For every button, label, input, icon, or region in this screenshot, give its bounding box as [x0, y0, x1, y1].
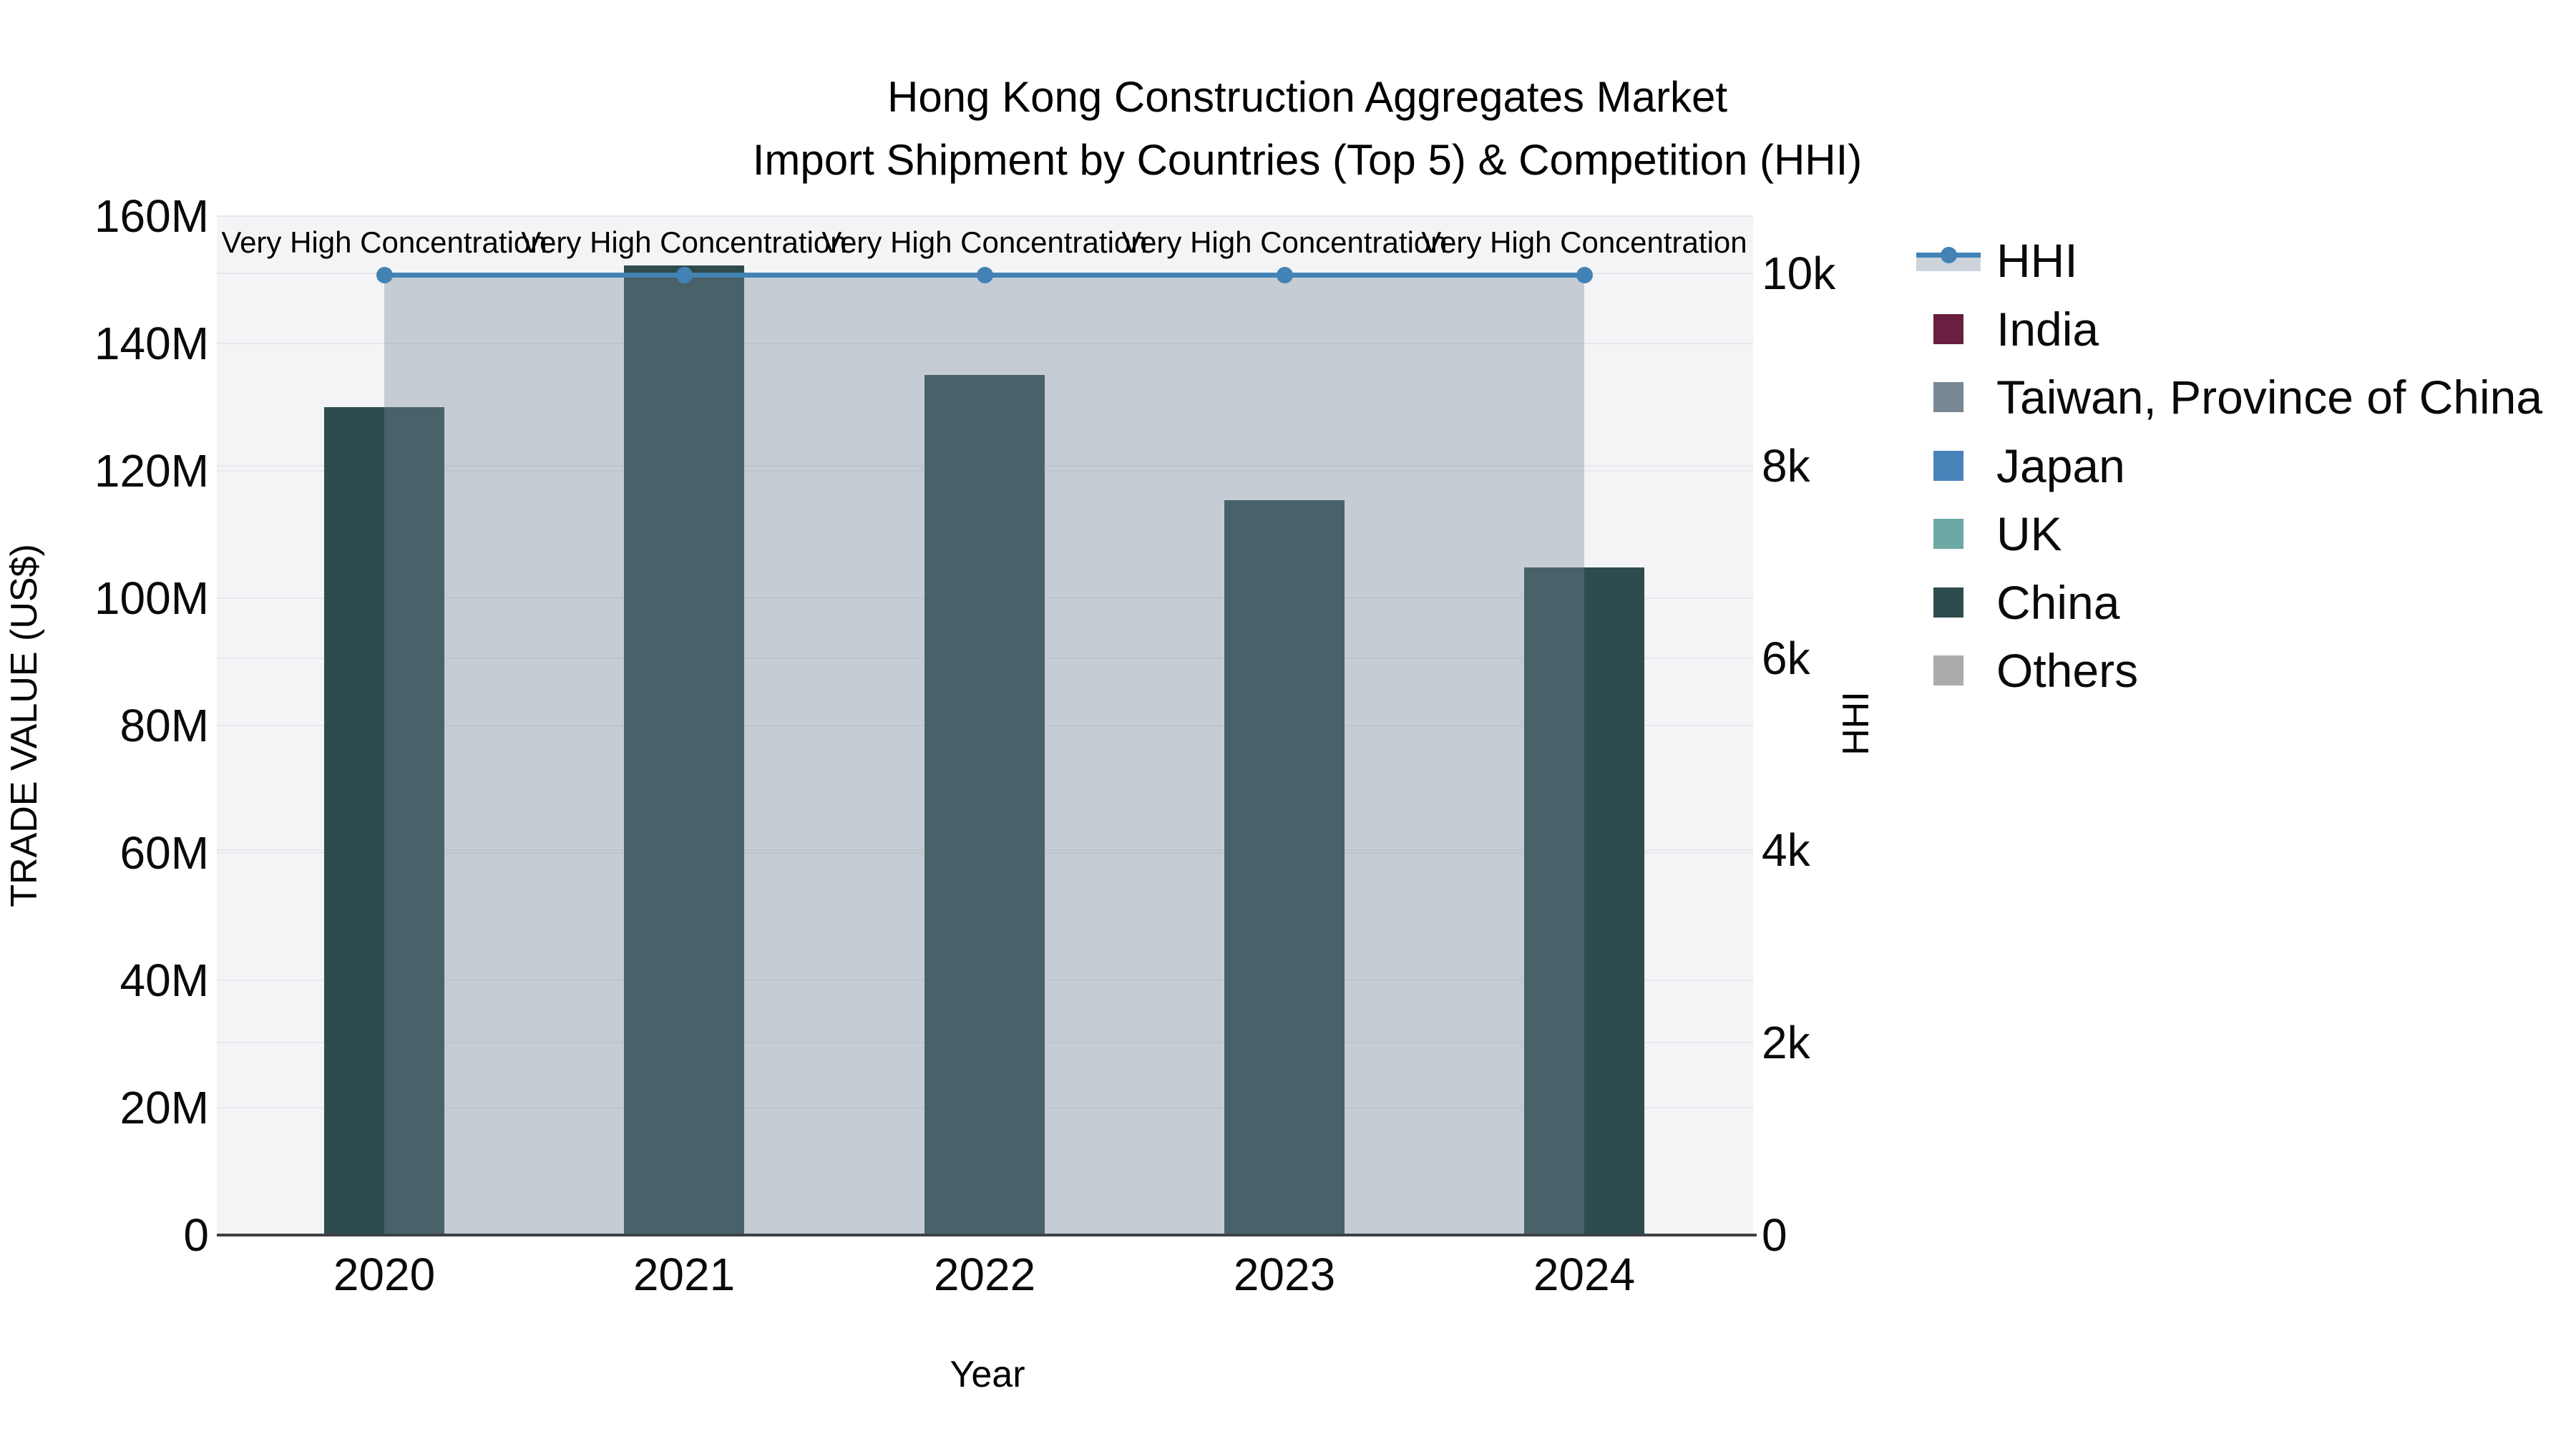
x-tick-label-2024[interactable]: 2024: [1533, 1249, 1636, 1300]
legend-swatch[interactable]: [1933, 587, 1963, 618]
y-left-tick-label[interactable]: 80M: [119, 700, 210, 751]
bar-china-2020[interactable]: [324, 407, 444, 1235]
hhi-marker-2020[interactable]: [376, 266, 393, 283]
legend-icon-wrap[interactable]: [1916, 637, 1996, 704]
bar-china-2021[interactable]: [624, 265, 744, 1235]
gridline-left[interactable]: [217, 343, 1753, 344]
plot-area: Very High Concentration Very High Concent…: [217, 215, 1753, 1235]
legend-swatch[interactable]: [1933, 382, 1963, 412]
annotation-very-high-concentration[interactable]: Very High Concentration: [1421, 225, 1747, 259]
legend-icon-wrap[interactable]: [1916, 569, 1996, 636]
y-left-tick-label[interactable]: 140M: [94, 318, 209, 369]
legend-swatch[interactable]: [1933, 655, 1963, 686]
legend-item-hhi[interactable]: HHI: [1916, 227, 2078, 294]
legend-label[interactable]: Taiwan, Province of China: [1996, 371, 2543, 424]
annotation-very-high-concentration[interactable]: Very High Concentration: [521, 225, 847, 259]
hhi-marker-icon[interactable]: [1941, 247, 1957, 263]
legend-icon-wrap[interactable]: [1916, 296, 1996, 363]
legend-icon-wrap[interactable]: [1916, 364, 1996, 431]
legend-label[interactable]: Japan: [1996, 439, 2125, 492]
legend-icon-wrap[interactable]: [1916, 432, 1996, 499]
legend-item-china[interactable]: China: [1916, 569, 2119, 636]
hhi-marker-2023[interactable]: [1276, 266, 1293, 283]
hhi-line-segment: [384, 272, 684, 278]
x-tick-label-2021[interactable]: 2021: [633, 1249, 736, 1300]
legend-item-india[interactable]: India: [1916, 296, 2099, 363]
chart-title-line2: Import Shipment by Countries (Top 5) & C…: [752, 136, 1863, 184]
x-axis-title: Year: [950, 1354, 1025, 1395]
bar-china-2024[interactable]: [1524, 567, 1644, 1235]
gridline-left[interactable]: [217, 215, 1753, 217]
legend-label[interactable]: HHI: [1996, 234, 2078, 287]
hhi-line-segment: [684, 272, 985, 278]
y-right-tick-label[interactable]: 0: [1762, 1209, 1787, 1261]
legend-icon-wrap[interactable]: [1916, 500, 1996, 567]
x-tick-label-2020[interactable]: 2020: [333, 1249, 436, 1300]
legend-label[interactable]: UK: [1996, 507, 2062, 560]
y-right-tick-label[interactable]: 4k: [1762, 824, 1810, 877]
hhi-line-segment: [985, 272, 1284, 278]
annotation-very-high-concentration[interactable]: Very High Concentration: [821, 225, 1148, 259]
hhi-line-segment: [1284, 272, 1584, 278]
hhi-marker-2021[interactable]: [675, 266, 693, 283]
y-left-tick-label[interactable]: 20M: [119, 1082, 210, 1133]
legend-item-japan[interactable]: Japan: [1916, 432, 2125, 499]
x-axis-line: [217, 1234, 1757, 1236]
hhi-area-fill[interactable]: [384, 275, 1584, 1235]
y-left-tick-label[interactable]: 0: [183, 1209, 209, 1261]
hhi-line-icon[interactable]: [1916, 227, 1996, 294]
legend-swatch[interactable]: [1933, 450, 1963, 481]
y-axis-right-title: HHI: [1835, 691, 1877, 756]
legend-label[interactable]: Others: [1996, 644, 2139, 697]
bar-china-2022[interactable]: [924, 374, 1045, 1235]
y-right-tick-label[interactable]: 10k: [1762, 248, 1836, 299]
hhi-marker-2024[interactable]: [1576, 266, 1593, 283]
x-tick-label-2023[interactable]: 2023: [1233, 1249, 1336, 1300]
annotation-very-high-concentration[interactable]: Very High Concentration: [221, 225, 547, 259]
y-right-tick-label[interactable]: 2k: [1762, 1017, 1810, 1069]
legend-swatch[interactable]: [1933, 313, 1963, 344]
legend-label[interactable]: China: [1996, 575, 2120, 629]
y-right-tick-label[interactable]: 8k: [1762, 439, 1810, 492]
legend-item-taiwan-province-of-china[interactable]: Taiwan, Province of China: [1916, 364, 2542, 431]
y-left-tick-label[interactable]: 100M: [94, 572, 209, 624]
chart-title-line1: Hong Kong Construction Aggregates Market: [887, 73, 1727, 121]
legend-label[interactable]: India: [1996, 302, 2099, 356]
legend-swatch[interactable]: [1933, 519, 1963, 549]
bar-china-2023[interactable]: [1224, 499, 1345, 1235]
hhi-marker-2022[interactable]: [976, 266, 993, 283]
chart-title: Hong Kong Construction Aggregates Market…: [234, 66, 2381, 192]
annotation-very-high-concentration[interactable]: Very High Concentration: [1121, 225, 1448, 259]
x-tick-label-2022[interactable]: 2022: [933, 1249, 1036, 1300]
y-left-tick-label[interactable]: 160M: [94, 190, 209, 242]
y-left-tick-label[interactable]: 120M: [94, 445, 209, 497]
legend-item-uk[interactable]: UK: [1916, 500, 2062, 567]
y-left-tick-label[interactable]: 40M: [119, 955, 210, 1006]
y-right-tick-label[interactable]: 6k: [1762, 632, 1810, 684]
legend-item-others[interactable]: Others: [1916, 637, 2138, 704]
y-left-tick-label[interactable]: 60M: [119, 827, 210, 879]
